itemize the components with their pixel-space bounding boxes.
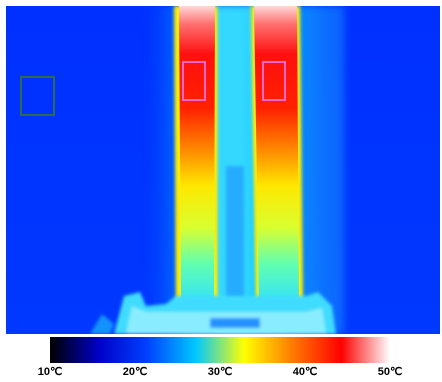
- right-edge-glow: [304, 6, 344, 334]
- colorbar-gradient: [50, 337, 390, 363]
- temperature-colorbar: [50, 337, 390, 363]
- measurement-roi-right: [262, 61, 286, 101]
- thermal-image: [6, 6, 440, 334]
- colorbar-tick-label: 20℃: [122, 366, 148, 378]
- colorbar-tick-label: 30℃: [207, 366, 233, 378]
- colorbar-tick-label: 50℃: [377, 366, 403, 378]
- center-gap-core: [226, 166, 244, 306]
- right-heated-strip: [250, 6, 303, 308]
- reference-roi-box: [20, 76, 55, 116]
- colorbar-tick-label: 40℃: [292, 366, 318, 378]
- left-heated-strip: [174, 6, 218, 308]
- fixture-base: [90, 292, 336, 334]
- colorbar-tick-label: 10℃: [37, 366, 63, 378]
- measurement-roi-left: [182, 61, 206, 101]
